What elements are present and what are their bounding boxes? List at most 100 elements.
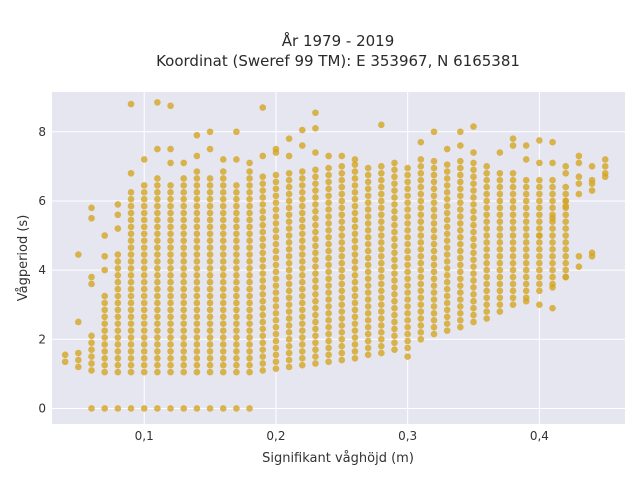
data-point xyxy=(457,289,464,296)
data-point xyxy=(246,327,253,334)
data-point xyxy=(219,216,227,224)
data-point xyxy=(364,323,372,331)
data-point xyxy=(259,249,267,257)
data-point xyxy=(417,301,425,308)
data-point xyxy=(483,197,490,205)
data-point xyxy=(364,330,372,338)
data-point xyxy=(233,251,240,258)
data-point xyxy=(233,368,240,376)
data-point xyxy=(404,289,411,296)
data-point xyxy=(101,313,108,321)
data-point xyxy=(325,247,332,255)
data-point xyxy=(140,230,148,238)
data-point xyxy=(470,166,477,174)
y-tick-label: 0 xyxy=(38,401,46,415)
data-point xyxy=(351,237,359,245)
data-point xyxy=(509,176,517,184)
data-point xyxy=(206,188,214,196)
data-point xyxy=(193,327,201,334)
data-point xyxy=(509,190,517,198)
data-point xyxy=(312,180,319,187)
data-point xyxy=(127,258,135,265)
data-point xyxy=(522,218,530,225)
data-point xyxy=(219,306,227,314)
data-point xyxy=(285,211,293,219)
data-point xyxy=(219,334,227,341)
data-point xyxy=(154,202,161,210)
data-point xyxy=(167,341,174,348)
data-point xyxy=(259,325,267,333)
data-point xyxy=(272,337,280,345)
data-point xyxy=(259,284,267,291)
data-point xyxy=(233,285,240,293)
data-point xyxy=(285,225,293,232)
data-point xyxy=(562,163,570,170)
data-point xyxy=(378,197,385,205)
data-point xyxy=(140,182,148,189)
data-point xyxy=(246,258,253,265)
data-point xyxy=(338,225,346,232)
data-point xyxy=(443,216,451,224)
data-point xyxy=(351,306,359,314)
data-point xyxy=(391,221,398,229)
data-point xyxy=(457,261,464,269)
data-point xyxy=(351,202,359,210)
data-point xyxy=(154,285,161,293)
data-point xyxy=(140,348,148,355)
data-point xyxy=(259,180,267,187)
data-point xyxy=(233,334,240,341)
data-point xyxy=(496,211,504,219)
data-point xyxy=(233,278,240,286)
data-point xyxy=(509,218,517,225)
data-point xyxy=(272,240,280,248)
data-point xyxy=(496,280,504,288)
data-point xyxy=(233,292,240,300)
data-point xyxy=(483,301,490,308)
data-point xyxy=(338,218,346,225)
data-point xyxy=(404,164,411,172)
data-point xyxy=(167,102,174,110)
data-point xyxy=(298,327,306,334)
data-point xyxy=(443,285,451,293)
data-point xyxy=(285,259,293,267)
data-point xyxy=(259,311,267,319)
data-point xyxy=(391,201,398,208)
data-point xyxy=(483,211,490,219)
data-point xyxy=(338,356,346,364)
data-point xyxy=(140,195,148,203)
data-point xyxy=(140,258,148,265)
data-point xyxy=(219,292,227,300)
data-point xyxy=(114,348,122,355)
data-point xyxy=(338,259,346,267)
data-point xyxy=(430,289,438,296)
data-point xyxy=(272,358,280,366)
data-point xyxy=(522,232,530,239)
data-point xyxy=(154,230,161,238)
data-point xyxy=(88,346,95,353)
data-point xyxy=(443,202,451,210)
data-point xyxy=(219,195,227,203)
data-point xyxy=(562,246,570,253)
data-point xyxy=(417,218,425,225)
data-point xyxy=(457,316,464,324)
data-point xyxy=(351,188,359,196)
data-point xyxy=(470,249,477,257)
data-point xyxy=(193,334,201,341)
data-point xyxy=(259,353,267,360)
data-point xyxy=(364,164,372,172)
data-point xyxy=(206,209,214,217)
data-point xyxy=(522,190,530,198)
data-point xyxy=(457,247,464,255)
data-point xyxy=(312,166,319,174)
data-point xyxy=(114,271,122,279)
data-point xyxy=(457,220,464,227)
data-point xyxy=(312,318,319,326)
data-point xyxy=(378,287,385,295)
data-point xyxy=(298,306,306,314)
data-point xyxy=(246,175,253,182)
data-point xyxy=(536,183,543,191)
data-point xyxy=(193,320,201,328)
data-point xyxy=(114,292,122,300)
data-point xyxy=(219,341,227,348)
data-point xyxy=(536,176,543,184)
